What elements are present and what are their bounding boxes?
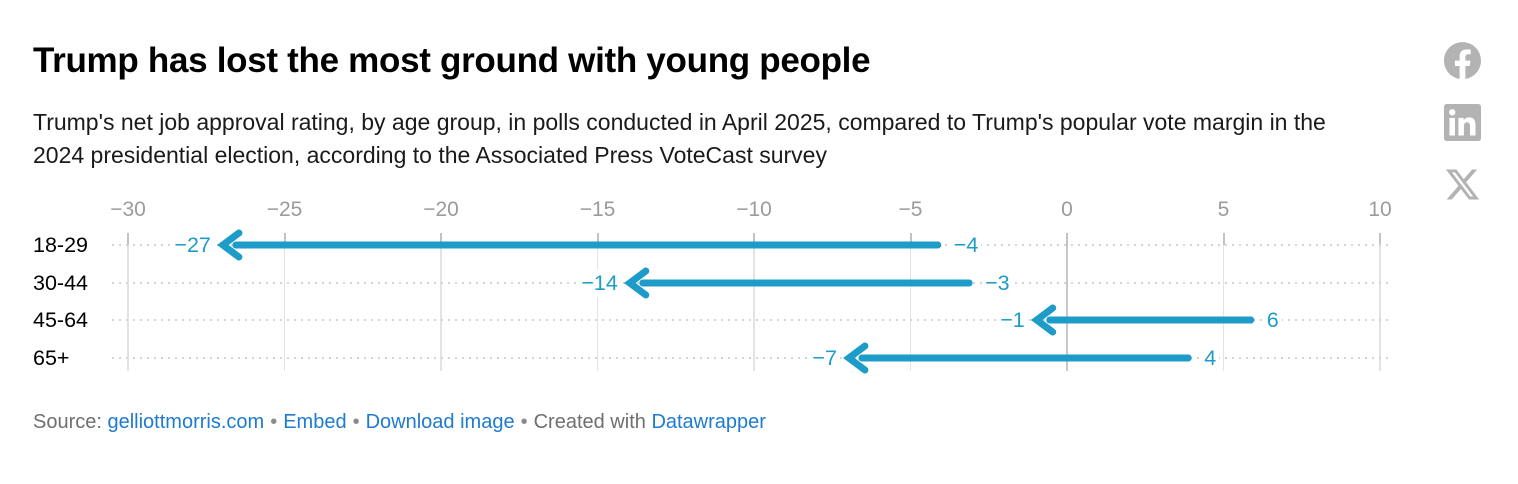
- row-label: 45-64: [33, 308, 88, 332]
- axis-tick-label: 10: [1368, 198, 1392, 221]
- axis-tick-label: −25: [266, 198, 303, 221]
- axis-tick-mark: [1066, 233, 1068, 245]
- value-label-start: 4: [1201, 344, 1220, 372]
- value-label-end: −1: [997, 306, 1028, 334]
- axis-tick-mark: [909, 233, 912, 245]
- arrow-chart: −30 −25 −20 −15 −10 −5 0 5 10 18-29 30-44 45-64 65+ −…: [0, 195, 1518, 405]
- footer-separator: •: [352, 411, 360, 433]
- axis-tick-label: 0: [1061, 198, 1073, 221]
- axis-tick-label: −20: [423, 198, 459, 221]
- row-leader-line: [112, 282, 1392, 284]
- gridline: [1222, 233, 1224, 371]
- row-label: 30-44: [33, 271, 88, 295]
- axis-tick-mark: [753, 233, 755, 245]
- created-with-label: Created with: [533, 411, 652, 433]
- gridline: [127, 233, 129, 371]
- linkedin-icon[interactable]: [1444, 104, 1481, 141]
- gridline: [1379, 233, 1381, 371]
- chart-subtitle: Trump's net job approval rating, by age …: [33, 109, 1326, 168]
- row-leader-line: [112, 357, 1392, 359]
- gridline: [440, 233, 442, 371]
- axis-tick-label: −15: [579, 198, 616, 221]
- footer-separator: •: [520, 411, 528, 433]
- value-label-start: 6: [1263, 306, 1282, 334]
- chart-footer: Source: gelliottmorris.com • Embed • Downloa…: [33, 409, 766, 435]
- source-link[interactable]: gelliottmorris.com: [107, 411, 265, 433]
- axis-tick-mark: [1379, 233, 1381, 245]
- row-leader-line: [112, 244, 1392, 246]
- gridline: [596, 233, 598, 371]
- facebook-icon[interactable]: [1444, 42, 1481, 79]
- value-label-end: −27: [171, 231, 214, 259]
- axis-tick-label: −10: [736, 198, 772, 221]
- row-label: 18-29: [33, 233, 88, 257]
- page-title: Trump has lost the most ground with youn…: [33, 41, 871, 80]
- trend-arrows: [217, 229, 1255, 374]
- gridline: [909, 233, 911, 371]
- download-image-link[interactable]: Download image: [365, 411, 515, 433]
- gridline: [753, 233, 755, 371]
- embed-link[interactable]: Embed: [283, 411, 347, 433]
- axis-tick-mark: [127, 233, 129, 245]
- gridline: [283, 233, 285, 371]
- row-leader-line: [112, 319, 1392, 321]
- share-buttons: [1444, 42, 1481, 228]
- axis-tick-mark: [283, 233, 286, 245]
- axis-tick-mark: [1222, 233, 1225, 245]
- axis-tick-label: 5: [1217, 198, 1230, 221]
- row-label: 65+: [33, 346, 70, 370]
- zero-gridline: [1066, 233, 1068, 371]
- value-label-end: −7: [809, 344, 840, 372]
- axis-tick-label: −30: [110, 198, 146, 221]
- axis-tick-mark: [440, 233, 442, 245]
- x-icon[interactable]: [1444, 166, 1481, 203]
- value-label-start: −3: [982, 269, 1013, 297]
- axis-tick-label: −5: [898, 198, 923, 221]
- footer-separator: •: [270, 411, 278, 433]
- datawrapper-link[interactable]: Datawrapper: [651, 411, 766, 433]
- value-label-end: −14: [578, 269, 621, 297]
- axis-tick-mark: [596, 233, 599, 245]
- source-label: Source:: [33, 411, 108, 433]
- value-label-start: −4: [950, 231, 982, 259]
